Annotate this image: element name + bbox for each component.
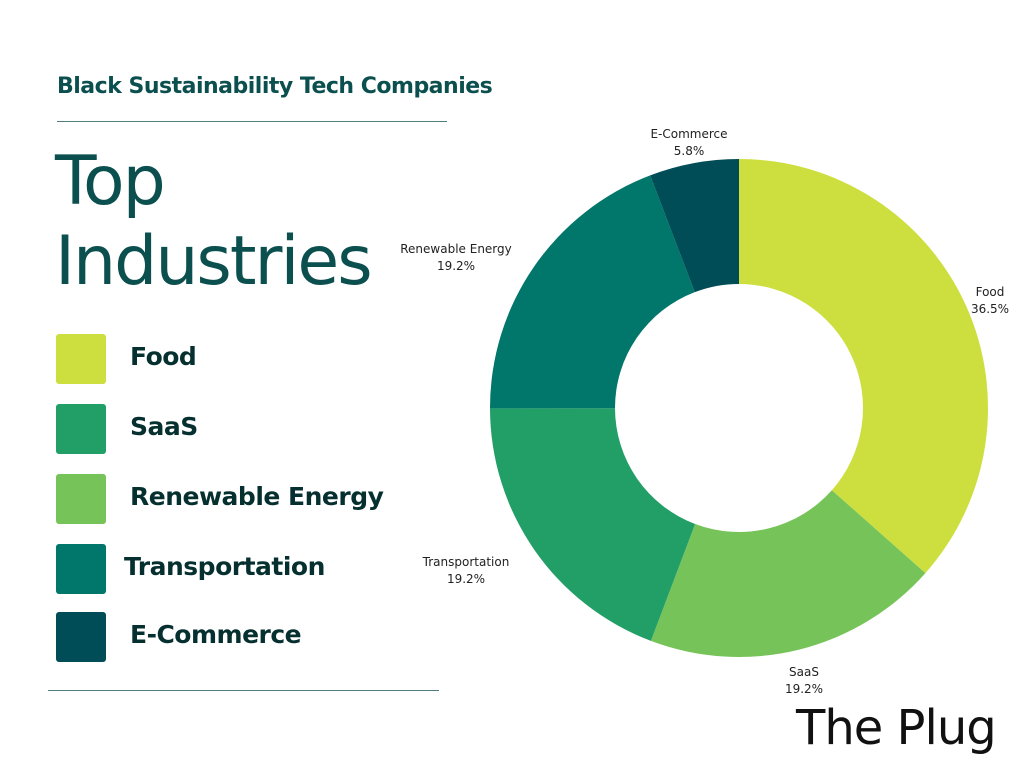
slice-food (739, 159, 988, 574)
legend-swatch-e-commerce (56, 612, 106, 662)
brand-logo-text: The Plug (796, 700, 997, 756)
legend-swatch-transportation (56, 544, 106, 594)
slice-label-saas: SaaS 19.2% (785, 665, 823, 696)
slice-value-transportation: 19.2% (447, 572, 485, 586)
slice-name-food: Food (976, 285, 1005, 299)
legend-label-renewable-energy: Renewable Energy (130, 482, 384, 511)
legend: Food SaaS Renewable Energy Transportatio… (56, 0, 456, 768)
slice-label-renewable-energy: Renewable Energy 19.2% (400, 242, 512, 273)
slice-value-renewable-energy: 19.2% (437, 259, 475, 273)
legend-item-renewable-energy: Renewable Energy (56, 474, 456, 526)
slice-transportation (490, 408, 696, 641)
chart-subtitle: Black Sustainability Tech Companies (57, 74, 493, 99)
slice-label-transportation: Transportation 19.2% (422, 555, 510, 586)
legend-item-e-commerce: E-Commerce (56, 612, 456, 664)
legend-item-saas: SaaS (56, 404, 456, 456)
legend-label-transportation: Transportation (124, 552, 325, 581)
slice-renewable-energy (490, 175, 695, 409)
legend-item-transportation: Transportation (56, 544, 456, 596)
slice-name-renewable-energy: Renewable Energy (400, 242, 512, 256)
slice-value-saas: 19.2% (785, 682, 823, 696)
top-divider (57, 121, 447, 122)
slice-e-commerce (650, 159, 739, 293)
slice-value-e-commerce: 5.8% (674, 144, 705, 158)
legend-swatch-renewable-energy (56, 474, 106, 524)
title-line-1: Top (55, 142, 166, 221)
slice-name-e-commerce: E-Commerce (650, 127, 727, 141)
legend-item-food: Food (56, 334, 456, 386)
legend-swatch-saas (56, 404, 106, 454)
slice-label-e-commerce: E-Commerce 5.8% (650, 127, 727, 158)
slice-label-food: Food 36.5% (971, 285, 1009, 316)
slice-saas (650, 490, 926, 658)
chart-title: Top Industries (55, 142, 373, 302)
title-line-2: Industries (55, 222, 373, 301)
legend-label-food: Food (130, 342, 197, 371)
bottom-divider (48, 690, 439, 691)
slice-name-transportation: Transportation (422, 555, 510, 569)
slice-value-food: 36.5% (971, 302, 1009, 316)
legend-swatch-food (56, 334, 106, 384)
legend-label-e-commerce: E-Commerce (130, 620, 302, 649)
legend-label-saas: SaaS (130, 412, 198, 441)
slice-name-saas: SaaS (789, 665, 819, 679)
